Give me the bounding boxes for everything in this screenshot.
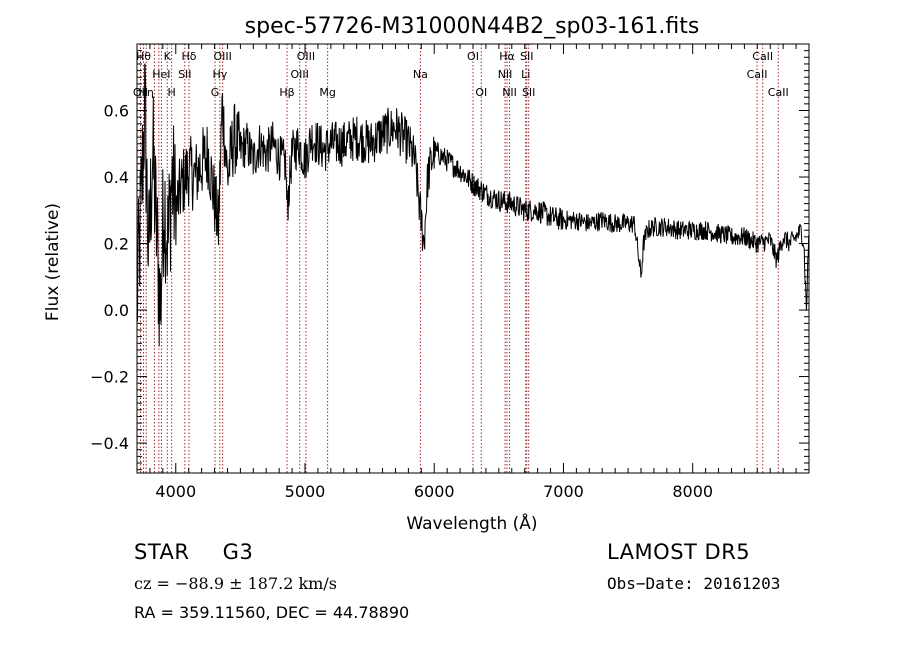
y-tick-label: −0.2 [90, 368, 129, 387]
y-tick-label: 0.4 [104, 168, 129, 187]
x-tick-label: 4000 [155, 482, 196, 501]
line-marker-label: OI [475, 86, 487, 99]
line-marker-label: G [211, 86, 220, 99]
line-marker-label: Mg [319, 86, 335, 99]
line-marker-label: OIII [213, 50, 231, 63]
line-marker-label: NII [498, 68, 513, 81]
axes: 4000 5000 6000 7000 8000 −0.4 −0.2 0.0 0.2 0.4 0.6 [90, 43, 810, 501]
x-tick-label: 8000 [672, 482, 713, 501]
emission-line-markers [139, 44, 779, 473]
line-marker-label: K [164, 50, 172, 63]
obs-date: Obs−Date: 20161203 [607, 574, 781, 593]
y-tick-label: 0.0 [104, 301, 129, 320]
line-marker-label: CaII [752, 50, 773, 63]
line-marker-label: OIII [297, 50, 315, 63]
x-axis-label: Wavelength (Å) [406, 512, 537, 534]
line-marker-label: Na [413, 68, 428, 81]
coordinates: RA = 359.11560, DEC = 44.78890 [134, 603, 410, 622]
line-marker-label: HeI [152, 68, 170, 81]
object-class-label: STAR [134, 540, 190, 564]
x-tick-label: 5000 [285, 482, 326, 501]
line-marker-label: SII [522, 86, 535, 99]
line-marker-label: Li [521, 68, 530, 81]
survey-label: LAMOST DR5 [607, 540, 751, 564]
line-marker-label: Hα [499, 50, 515, 63]
line-marker-label: OI [467, 50, 479, 63]
y-tick-label: −0.4 [90, 434, 129, 453]
line-marker-label: SII [178, 68, 191, 81]
line-marker-label: Hδ [181, 50, 196, 63]
x-tick-label: 6000 [414, 482, 455, 501]
object-subclass: G3 [222, 540, 254, 564]
line-marker-label: CaII [768, 86, 789, 99]
spectrum-line [136, 63, 810, 347]
emission-line-labels: OIIHθHηHeIKHSIIHδGHγOIIIHβOIIIOIIIMgNaOI… [133, 50, 789, 99]
line-marker-label: OIII [291, 68, 309, 81]
line-marker-label: H [167, 86, 175, 99]
x-tick-label: 7000 [543, 482, 584, 501]
redshift-line: cz = −88.9 ± 187.2 km/s [134, 574, 337, 593]
y-tick-label: 0.2 [104, 235, 129, 254]
object-class: STAR G3 [134, 540, 253, 564]
line-marker-label: Hβ [279, 86, 294, 99]
y-axis-label: Flux (relative) [43, 203, 63, 321]
line-marker-label: NII [502, 86, 517, 99]
line-marker-label: Hγ [212, 68, 227, 81]
chart-title: spec-57726-M31000N44B2_sp03-161.fits [245, 14, 700, 39]
line-marker-label: CaII [747, 68, 768, 81]
line-marker-label: SII [520, 50, 533, 63]
line-marker-label: Hη [139, 86, 154, 99]
line-marker-label: Hθ [136, 50, 151, 63]
y-tick-label: 0.6 [104, 102, 129, 121]
